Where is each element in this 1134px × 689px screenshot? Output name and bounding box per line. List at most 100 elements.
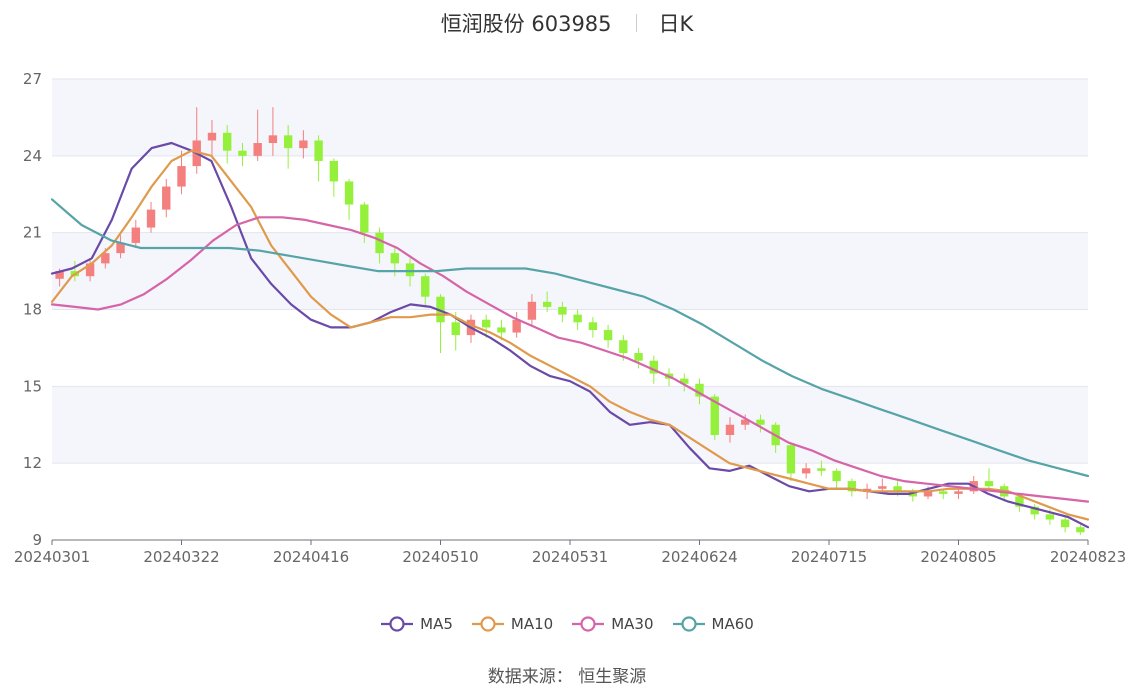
candle-body xyxy=(177,166,186,187)
candle-body xyxy=(710,396,719,435)
candle xyxy=(603,324,613,348)
grid-band xyxy=(52,386,1088,464)
candle-body xyxy=(695,383,704,397)
candle xyxy=(725,417,735,443)
candle xyxy=(695,378,704,405)
legend-label: MA10 xyxy=(510,615,554,633)
candle xyxy=(223,125,232,164)
chart-header: 恒润股份 603985 日K xyxy=(0,6,1134,40)
grid-band xyxy=(52,79,1088,156)
candle xyxy=(497,319,506,341)
candle-body xyxy=(146,209,156,228)
candle xyxy=(756,414,765,433)
x-tick-label: 20240510 xyxy=(402,548,478,566)
candle-body xyxy=(801,468,811,474)
candle xyxy=(1030,504,1039,520)
series-line-ma60 xyxy=(50,198,1090,478)
series-line-ma30 xyxy=(50,216,1090,503)
candle-body xyxy=(101,253,110,264)
candle xyxy=(344,178,354,220)
candle-body xyxy=(847,481,857,492)
candle-body xyxy=(527,301,537,320)
candle-body xyxy=(756,419,765,425)
candle-body xyxy=(680,378,689,384)
x-tick-label: 20240301 xyxy=(14,548,90,566)
chart-legend: MA5 MA10 MA30 MA60 xyxy=(0,610,1134,638)
candle-body xyxy=(512,319,521,333)
x-tick-label: 20240322 xyxy=(143,548,219,566)
candle-body xyxy=(923,491,933,497)
candle xyxy=(817,460,826,476)
y-tick-label: 21 xyxy=(23,224,42,242)
candlestick-chart: 9 12 15 18 21 24 27 20240301 20240322 20240416 202… xyxy=(14,70,1126,566)
candle-body xyxy=(238,150,247,156)
x-tick-label: 20240823 xyxy=(1050,548,1126,566)
candle xyxy=(786,442,796,482)
y-tick-label: 27 xyxy=(23,70,42,88)
candle xyxy=(238,143,247,167)
candle-body xyxy=(619,340,628,354)
candle-body xyxy=(482,319,491,328)
candle xyxy=(527,294,537,325)
candle-body xyxy=(360,204,369,233)
candle xyxy=(558,301,567,323)
candle-body xyxy=(223,132,232,151)
legend-marker xyxy=(381,616,414,632)
legend-item-ma5[interactable]: MA5 xyxy=(380,615,453,633)
candle xyxy=(482,314,491,338)
candle-body xyxy=(329,160,339,182)
candle-body xyxy=(55,271,64,279)
candle xyxy=(131,219,140,249)
legend-label: MA5 xyxy=(420,615,453,633)
candle-body xyxy=(558,306,567,315)
candle-body xyxy=(1030,506,1039,515)
candle xyxy=(146,201,156,233)
candle xyxy=(177,150,186,195)
candle-body xyxy=(299,140,308,149)
x-tick-label: 20240715 xyxy=(791,548,867,566)
y-tick-label: 15 xyxy=(23,377,42,395)
candle-body xyxy=(314,140,323,161)
candle-body xyxy=(1015,496,1024,507)
legend-label: MA30 xyxy=(611,615,654,633)
candle xyxy=(1076,524,1085,535)
candle xyxy=(542,291,552,313)
legend-item-ma30[interactable]: MA30 xyxy=(571,615,654,633)
x-tick-label: 20240531 xyxy=(532,548,608,566)
x-tick-label: 20240805 xyxy=(920,548,996,566)
candle xyxy=(299,130,308,159)
candle xyxy=(832,468,841,489)
candle xyxy=(436,294,445,354)
legend-item-ma10[interactable]: MA10 xyxy=(471,615,553,633)
candle-body xyxy=(984,481,994,487)
candle-body xyxy=(634,353,643,361)
candle xyxy=(1015,493,1024,512)
candle xyxy=(207,119,217,159)
candle xyxy=(573,309,582,330)
candle-body xyxy=(573,314,582,323)
candle-body xyxy=(588,322,598,330)
y-tick-label: 24 xyxy=(23,147,42,165)
candle xyxy=(405,258,415,287)
candle xyxy=(85,258,95,282)
candle-body xyxy=(436,296,445,323)
candle-body xyxy=(390,253,399,264)
candle-body xyxy=(1076,527,1085,533)
candle-body xyxy=(405,263,415,277)
candle xyxy=(268,107,278,156)
candle-body xyxy=(162,186,171,210)
candle xyxy=(741,414,750,430)
candle xyxy=(680,373,689,392)
candle xyxy=(1060,516,1070,533)
candle xyxy=(512,312,521,338)
x-tick-label: 20240624 xyxy=(661,548,737,566)
candle-body xyxy=(497,327,506,333)
candle xyxy=(283,125,293,169)
candle xyxy=(847,478,857,497)
data-source-value: 恒生聚源 xyxy=(578,667,647,687)
series-line-ma5 xyxy=(50,141,1090,529)
x-tick-label: 20240416 xyxy=(273,548,349,566)
candle xyxy=(588,317,598,338)
candle-body xyxy=(542,301,552,307)
legend-item-ma60[interactable]: MA60 xyxy=(672,615,754,633)
